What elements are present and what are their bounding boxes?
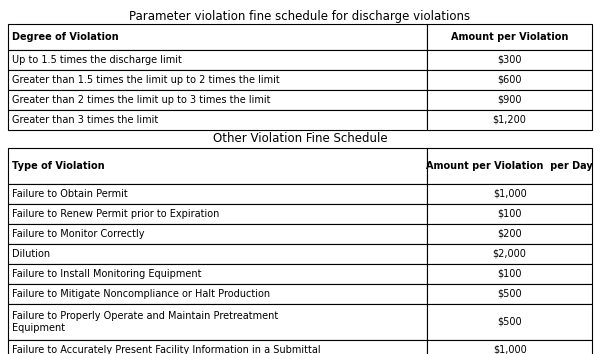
Text: $500: $500 [497,289,522,299]
Bar [427,70,592,90]
Bar [8,204,427,224]
Text: Greater than 2 times the limit up to 3 times the limit: Greater than 2 times the limit up to 3 t… [12,95,271,105]
Bar [8,224,427,244]
Bar [427,224,592,244]
Text: Up to 1.5 times the discharge limit: Up to 1.5 times the discharge limit [12,55,182,65]
Text: Failure to Renew Permit prior to Expiration: Failure to Renew Permit prior to Expirat… [12,209,220,219]
Bar [427,204,592,224]
Text: $100: $100 [497,209,522,219]
Text: Failure to Properly Operate and Maintain Pretreatment
Equipment: Failure to Properly Operate and Maintain… [12,311,278,333]
Bar [8,304,427,340]
Text: Greater than 1.5 times the limit up to 2 times the limit: Greater than 1.5 times the limit up to 2… [12,75,280,85]
Bar [8,244,427,264]
Bar [427,50,592,70]
Text: Failure to Monitor Correctly: Failure to Monitor Correctly [12,229,145,239]
Bar [427,90,592,110]
Text: Dilution: Dilution [12,249,50,259]
Text: Type of Violation: Type of Violation [12,161,104,171]
Bar [8,284,427,304]
Text: Amount per Violation  per Day: Amount per Violation per Day [426,161,593,171]
Bar [427,284,592,304]
Bar [427,24,592,50]
Bar [427,264,592,284]
Text: $900: $900 [497,95,522,105]
Bar [427,148,592,184]
Text: $500: $500 [497,317,522,327]
Text: Parameter violation fine schedule for discharge violations: Parameter violation fine schedule for di… [130,10,470,23]
Text: $100: $100 [497,269,522,279]
Text: Other Violation Fine Schedule: Other Violation Fine Schedule [212,132,388,145]
Bar [8,70,427,90]
Text: $2,000: $2,000 [493,249,527,259]
Text: Degree of Violation: Degree of Violation [12,32,119,42]
Bar [427,244,592,264]
Text: Failure to Mitigate Noncompliance or Halt Production: Failure to Mitigate Noncompliance or Hal… [12,289,270,299]
Bar [8,148,427,184]
Text: Amount per Violation: Amount per Violation [451,32,568,42]
Bar [8,340,427,354]
Text: $300: $300 [497,55,522,65]
Bar [427,304,592,340]
Text: Failure to Install Monitoring Equipment: Failure to Install Monitoring Equipment [12,269,202,279]
Text: Greater than 3 times the limit: Greater than 3 times the limit [12,115,158,125]
Text: $1,000: $1,000 [493,189,527,199]
Text: Failure to Accurately Present Facility Information in a Submittal: Failure to Accurately Present Facility I… [12,345,320,354]
Text: $1,200: $1,200 [493,115,527,125]
Bar [427,184,592,204]
Text: Failure to Obtain Permit: Failure to Obtain Permit [12,189,128,199]
Bar [8,110,427,130]
Text: $1,000: $1,000 [493,345,527,354]
Bar [8,24,427,50]
Bar [8,90,427,110]
Bar [8,50,427,70]
Bar [427,340,592,354]
Text: $200: $200 [497,229,522,239]
Bar [8,264,427,284]
Text: $600: $600 [497,75,522,85]
Bar [427,110,592,130]
Bar [8,184,427,204]
